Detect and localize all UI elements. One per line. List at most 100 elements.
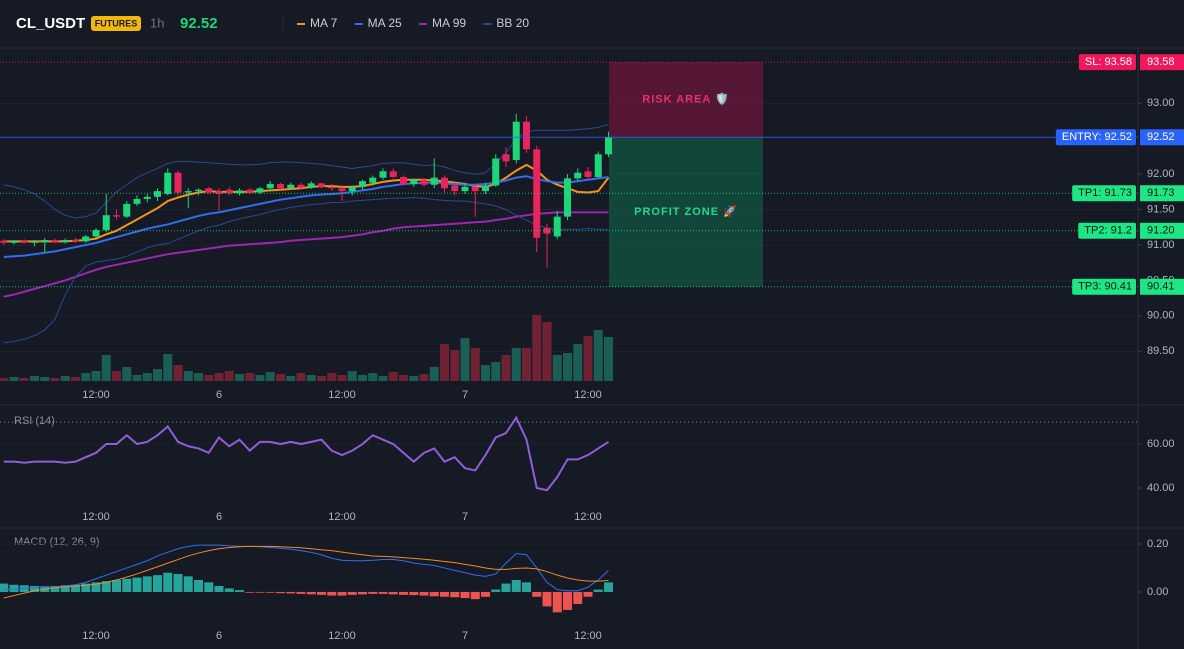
candle-body — [359, 181, 366, 187]
volume-bar — [30, 376, 39, 381]
level-tag: TP2: 91.2 — [1084, 225, 1132, 237]
volume-bar — [522, 348, 531, 381]
candle-body — [502, 154, 510, 162]
volume-bar — [481, 365, 490, 381]
candle-body — [441, 177, 448, 189]
y-tick-label: 89.50 — [1147, 345, 1175, 357]
ma-line — [3, 175, 609, 259]
histogram-bar — [9, 584, 19, 592]
histogram-bar — [327, 591, 337, 596]
level-tag-bg — [1055, 129, 1136, 146]
candle-body — [236, 190, 243, 194]
ma-line — [3, 211, 609, 298]
candle-body — [533, 149, 541, 238]
volume-bar — [132, 375, 142, 381]
level-tag: SL: 93.58 — [1085, 56, 1132, 68]
volume-bar — [19, 378, 29, 381]
y-tick-label: 92.00 — [1147, 168, 1175, 180]
level-tag-bg — [1078, 222, 1136, 239]
legend-label: BB 20 — [496, 16, 529, 30]
candle-body — [512, 121, 520, 160]
candle-body — [338, 188, 346, 192]
macd-line — [3, 545, 609, 599]
candle-body — [594, 154, 602, 177]
volume-bar — [491, 362, 501, 381]
volume-bar — [306, 375, 316, 381]
candle-body — [584, 171, 592, 177]
histogram-bar — [132, 577, 142, 592]
candle-body — [297, 184, 305, 188]
x-tick-label: 12:00 — [82, 389, 110, 401]
histogram-bar — [0, 583, 9, 592]
volume-bar — [50, 378, 60, 381]
volume-bar — [358, 375, 367, 381]
candle-body — [184, 191, 192, 193]
histogram-bar — [214, 585, 224, 592]
candle-body — [10, 240, 18, 243]
volume-bar — [409, 376, 419, 381]
volume-bar — [286, 376, 296, 381]
volume-bar — [91, 371, 101, 381]
histogram-bar — [388, 591, 398, 595]
histogram-bar — [122, 578, 132, 592]
x-tick-label: 7 — [462, 630, 468, 642]
histogram-bar — [255, 591, 265, 593]
bb-lower — [3, 196, 609, 344]
y-tick-label: 90.00 — [1147, 310, 1175, 322]
candle-body — [564, 178, 571, 217]
volume-bar — [163, 354, 173, 381]
volume-bar — [81, 373, 91, 381]
volume-bar — [542, 322, 552, 381]
volume-bar — [9, 377, 19, 381]
price-tag: 91.73 — [1147, 187, 1175, 199]
x-tick-label: 12:00 — [82, 630, 110, 642]
histogram-bar — [153, 575, 162, 592]
bb-upper — [3, 124, 609, 219]
candle-body — [482, 185, 489, 192]
level-tag: TP1: 91.73 — [1078, 187, 1132, 199]
histogram-bar — [563, 591, 572, 610]
y-tick-label: 0.00 — [1147, 586, 1168, 598]
volume-bar — [378, 376, 388, 381]
volume-bar — [460, 338, 470, 381]
candle-body — [400, 176, 407, 185]
candle-body — [523, 121, 530, 150]
candle-body — [195, 189, 202, 192]
volume-bar — [337, 375, 347, 381]
histogram-bar — [296, 591, 306, 594]
histogram-bar — [573, 591, 583, 604]
candle-body — [72, 240, 79, 242]
histogram-bar — [50, 585, 60, 592]
histogram-bar — [368, 591, 378, 594]
histogram-bar — [286, 591, 296, 594]
y-tick-label: 40.00 — [1147, 482, 1175, 494]
volume-bar — [224, 371, 234, 381]
zone-label: PROFIT ZONE 🚀 — [634, 205, 738, 218]
volume-bar — [204, 375, 214, 381]
y-tick-label: 60.00 — [1147, 438, 1175, 450]
level-tag-bg — [1072, 278, 1136, 295]
candle-body — [328, 186, 336, 189]
volume-bar — [194, 373, 203, 381]
candle-body — [205, 188, 213, 193]
candle-body — [574, 172, 582, 179]
x-tick-label: 12:00 — [328, 389, 356, 401]
candle-body — [389, 171, 397, 177]
candle-body — [154, 191, 161, 197]
price-tag-bg — [1140, 278, 1184, 295]
candle-body — [61, 240, 69, 243]
volume-bar — [112, 371, 121, 381]
histogram-bar — [470, 591, 480, 600]
price-tag: 92.52 — [1147, 131, 1175, 143]
candle-body — [277, 184, 284, 189]
level-tag-bg — [1072, 185, 1136, 202]
y-tick-label: 93.00 — [1147, 97, 1175, 109]
price-tag-bg — [1140, 54, 1184, 71]
candle-body — [92, 230, 100, 237]
volume-bar — [470, 348, 480, 381]
candle-body — [256, 188, 264, 193]
histogram-bar — [440, 591, 449, 597]
volume-bar — [214, 373, 224, 381]
histogram-bar — [593, 589, 603, 592]
